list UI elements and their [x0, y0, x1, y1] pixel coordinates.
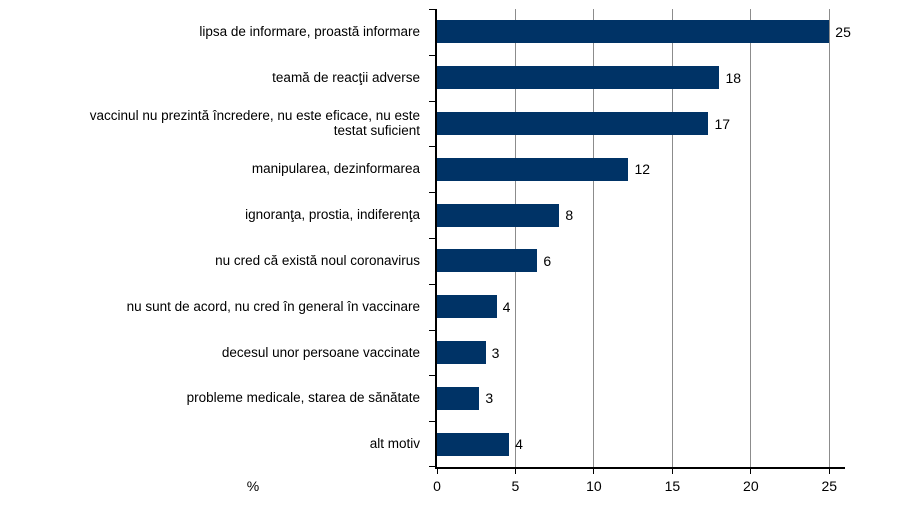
x-axis-tick-label: 15 — [664, 478, 681, 494]
bar — [437, 386, 480, 410]
category-axis-labels: lipsa de informare, proastă informare tea… — [0, 9, 428, 467]
category-label: manipularea, dezinformarea — [251, 161, 420, 177]
bar-value-label: 3 — [491, 344, 500, 361]
bar — [437, 20, 830, 44]
bar — [437, 203, 560, 227]
y-axis-tick — [429, 421, 435, 423]
y-axis-tick — [429, 329, 435, 331]
x-axis-tick — [671, 469, 673, 474]
x-axis-label: % — [246, 478, 260, 494]
y-axis-tick — [429, 54, 435, 56]
bar — [437, 341, 486, 364]
x-axis-tick-label: 25 — [821, 478, 838, 494]
x-axis-tick-label: 0 — [433, 478, 441, 494]
bar — [437, 112, 709, 135]
x-axis-tick — [828, 469, 830, 474]
plot-area: 25 18 17 12 8 6 4 3 3 4 — [429, 9, 851, 474]
y-axis-tick — [429, 146, 435, 148]
bar — [437, 66, 720, 90]
category-label: nu cred că există noul coronavirus — [215, 252, 420, 268]
bar — [437, 295, 497, 319]
gridline — [671, 9, 673, 467]
x-axis-tick — [593, 469, 595, 474]
bar-value-label: 4 — [515, 436, 523, 453]
bar-value-label: 25 — [835, 23, 851, 40]
x-axis-tick — [436, 469, 438, 474]
category-label: nu sunt de acord, nu cred în general în … — [126, 298, 420, 314]
gridline — [593, 9, 595, 467]
bar-value-label: 6 — [543, 252, 552, 269]
bar-value-label: 12 — [634, 161, 651, 178]
x-axis-tick-label: 5 — [511, 478, 520, 494]
bar — [437, 157, 629, 181]
category-label: lipsa de informare, proastă informare — [199, 23, 420, 39]
bar-value-label: 8 — [565, 207, 574, 224]
y-axis-tick — [429, 375, 435, 377]
bar — [437, 249, 538, 273]
category-label: decesul unor persoane vaccinate — [221, 344, 420, 360]
y-axis-tick — [429, 192, 435, 194]
gridline — [828, 9, 830, 467]
y-axis-tick — [429, 100, 435, 102]
y-axis-tick — [429, 9, 435, 10]
y-axis-tick — [429, 283, 435, 285]
bar-value-label: 18 — [725, 69, 742, 86]
x-axis-tick — [514, 469, 516, 474]
category-label: teamă de reacţii adverse — [272, 69, 420, 85]
gridline — [514, 9, 516, 467]
y-axis-tick — [429, 238, 435, 239]
y-axis-tick — [429, 466, 435, 467]
category-label: alt motiv — [369, 436, 420, 452]
x-axis-tick-label: 20 — [743, 478, 759, 494]
bar-value-label: 17 — [714, 115, 731, 132]
category-label: probleme medicale, starea de sănătate — [186, 390, 420, 406]
category-label: ignoranţa, prostia, indiferenţa — [245, 207, 420, 223]
bar-value-label: 4 — [502, 298, 511, 315]
x-axis-tick — [750, 469, 752, 474]
bar-value-label: 3 — [485, 390, 494, 407]
x-axis-tick-label: 10 — [586, 478, 602, 494]
category-label: vaccinul nu prezintă încredere, nu este … — [89, 107, 420, 139]
bar — [437, 432, 510, 456]
gridline — [750, 9, 752, 467]
